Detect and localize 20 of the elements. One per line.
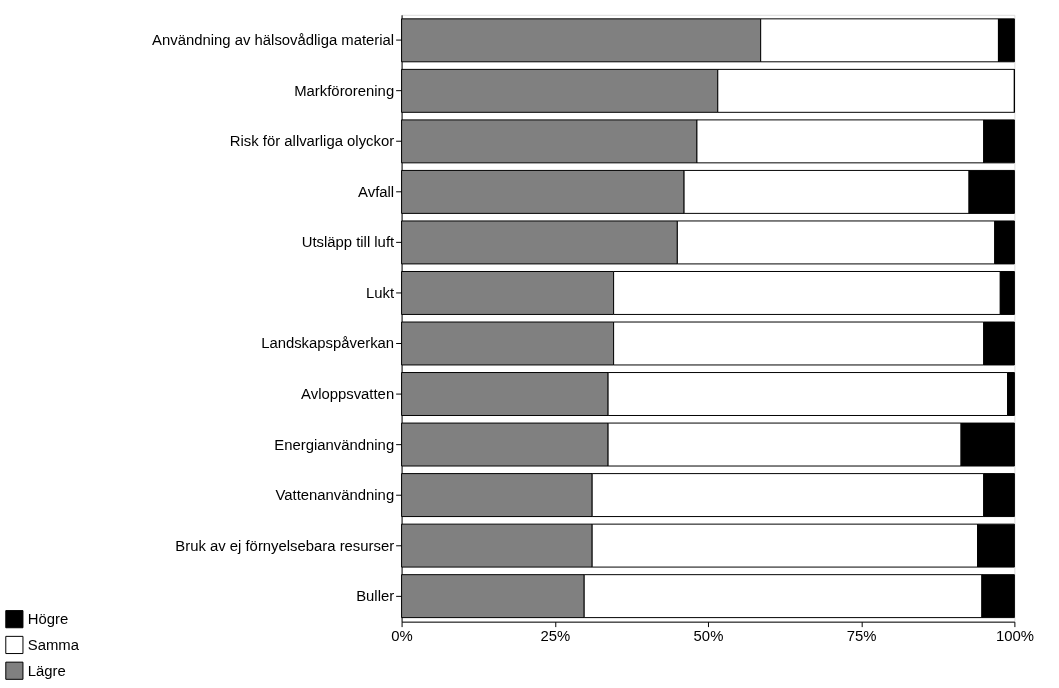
- y-tick-label: Avfall: [358, 183, 395, 200]
- legend-label: Samma: [27, 636, 80, 653]
- x-tick-label: 25%: [540, 627, 571, 644]
- y-tick-label: Avloppsvatten: [301, 385, 395, 402]
- y-tick-label: Vattenanvändning: [275, 487, 395, 504]
- y-tick-label: Landskapspåverkan: [261, 335, 395, 352]
- x-tick-label: 0%: [391, 627, 413, 644]
- x-tick-label: 100%: [995, 627, 1034, 644]
- y-tick-label: Buller: [356, 588, 395, 605]
- legend-label: Högre: [27, 611, 69, 628]
- x-tick-label: 50%: [693, 627, 724, 644]
- y-tick-label: Risk för allvarliga olyckor: [229, 133, 395, 150]
- y-tick-label: Energianvändning: [274, 436, 395, 453]
- y-tick-label: Lukt: [366, 284, 396, 301]
- x-tick-label: 75%: [846, 627, 877, 644]
- y-tick-label: Markförorening: [294, 82, 395, 99]
- y-tick-label: Utsläpp till luft: [301, 234, 396, 251]
- legend-label: Lägre: [27, 662, 66, 679]
- y-tick-label: Användning av hälsovådliga material: [152, 32, 395, 49]
- y-tick-label: Bruk av ej förnyelsebara resurser: [175, 537, 395, 554]
